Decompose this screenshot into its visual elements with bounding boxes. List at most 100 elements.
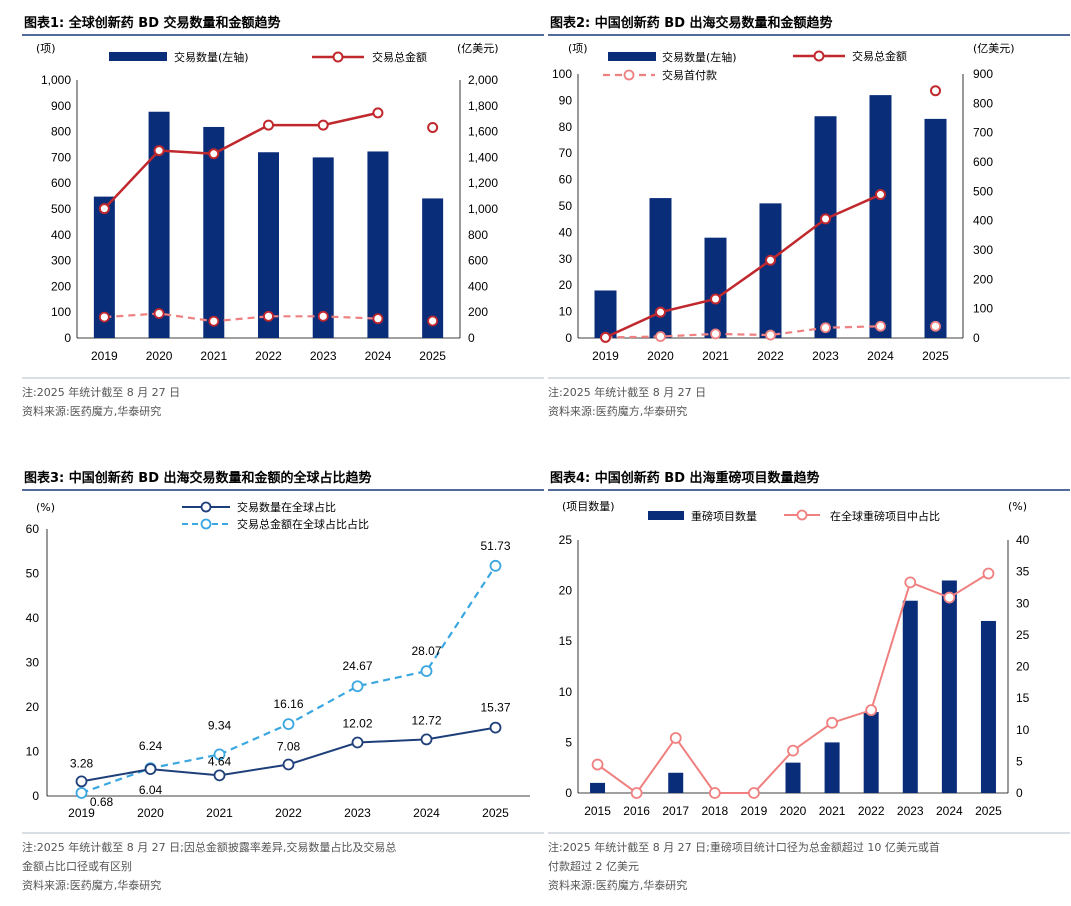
line-point [982, 567, 995, 580]
y-tick: 40 [26, 611, 40, 625]
y-tick-right: 0 [1016, 786, 1023, 800]
line-point [600, 331, 611, 343]
dashed-point [263, 310, 274, 322]
legend-bar-swatch [109, 52, 167, 61]
line-point [943, 591, 956, 604]
series-count-share-point [420, 733, 433, 746]
y-tick-right: 400 [468, 279, 488, 293]
y-tick-right: 800 [468, 228, 488, 242]
y-tick-left: 30 [559, 252, 573, 266]
bar [594, 290, 617, 338]
bar [312, 157, 334, 338]
x-tick: 2019 [741, 804, 768, 818]
right-unit: (亿美元) [457, 42, 499, 55]
y-tick-right: 5 [1016, 754, 1023, 768]
y-tick-left: 80 [559, 120, 573, 134]
bar [814, 116, 837, 339]
x-tick: 2023 [897, 804, 924, 818]
chart-title: 图表2: 中国创新药 BD 出海交易数量和金额趋势 [550, 15, 833, 31]
legend-label: 交易总金额 [852, 49, 907, 63]
x-tick: 2025 [482, 806, 509, 820]
y-tick-left: 400 [51, 228, 71, 242]
dashed-point-2025 [930, 320, 941, 332]
x-tick: 2025 [975, 804, 1002, 818]
dashed-point [98, 311, 110, 323]
y-tick-left: 1,000 [41, 73, 71, 87]
right-unit: (%) [1008, 500, 1027, 513]
y-tick-left: 600 [51, 176, 71, 190]
line-point [748, 787, 760, 799]
left-unit: (%) [36, 501, 55, 514]
y-tick-left: 20 [559, 584, 573, 598]
x-tick: 2019 [68, 806, 95, 820]
y-tick-right: 15 [1016, 691, 1030, 705]
chart-panel-4: 图表4: 中国创新药 BD 出海重磅项目数量趋势 注:2025 年统计截至 8 月… [548, 463, 1071, 903]
x-tick: 2020 [137, 806, 164, 820]
bar [941, 580, 957, 793]
line-point [765, 254, 776, 266]
line-point [820, 213, 831, 225]
data-label: 15.37 [480, 701, 510, 715]
series-amount-share-point [420, 665, 433, 677]
x-tick: 2019 [91, 349, 118, 363]
legend-marker [332, 51, 344, 63]
series-count-share-line [81, 726, 496, 783]
legend-bar-swatch [648, 511, 684, 520]
data-label: 6.04 [139, 783, 163, 797]
y-tick: 50 [26, 567, 40, 581]
line-point [787, 744, 799, 757]
chart-panel-3: 图表3: 中国创新药 BD 出海交易数量和金额的全球占比趋势 注:2025 年统计… [22, 463, 547, 903]
note-text: 资料来源:医药魔方,华泰研究 [548, 878, 687, 892]
bar [203, 126, 225, 339]
y-tick-right: 200 [468, 305, 488, 319]
left-unit: (项) [568, 42, 588, 55]
bar [869, 95, 892, 339]
data-label: 16.16 [273, 697, 303, 711]
y-tick-left: 900 [51, 99, 71, 113]
x-tick: 2022 [858, 804, 885, 818]
y-tick-left: 90 [559, 93, 573, 107]
y-tick-right: 1,000 [468, 202, 498, 216]
left-unit: (项目数量) [562, 500, 615, 513]
data-label: 3.28 [70, 756, 94, 770]
legend-label: 交易总金额 [372, 50, 427, 64]
legend-label: 交易首付款 [662, 68, 717, 82]
x-tick: 2022 [255, 349, 282, 363]
y-tick: 30 [26, 656, 40, 670]
y-tick-left: 300 [51, 254, 71, 268]
legend-marker [200, 501, 212, 513]
y-tick-right: 1,800 [468, 99, 498, 113]
x-tick: 2022 [275, 806, 302, 820]
y-tick-right: 700 [973, 126, 993, 140]
line-point [153, 145, 165, 157]
dashed-point [820, 322, 831, 334]
x-tick: 2024 [413, 806, 440, 820]
y-tick-left: 40 [559, 225, 573, 239]
series-count-share-point [144, 763, 157, 776]
dashed-point [765, 329, 776, 341]
data-label: 6.24 [139, 739, 163, 753]
x-tick: 2023 [310, 349, 337, 363]
y-tick: 60 [26, 522, 40, 536]
line-point [655, 306, 666, 318]
y-tick-left: 50 [559, 199, 573, 213]
line-point [875, 189, 886, 201]
dashed-point [427, 315, 439, 327]
x-tick: 2024 [365, 349, 392, 363]
y-tick: 20 [26, 700, 40, 714]
y-tick-right: 800 [973, 96, 993, 110]
line-point [630, 787, 643, 799]
data-label: 51.73 [480, 539, 510, 553]
line-point [826, 716, 838, 729]
note-text: 注:2025 年统计截至 8 月 27 日 [548, 385, 706, 399]
line-point [708, 787, 721, 799]
note-text: 资料来源:医药魔方,华泰研究 [548, 404, 687, 418]
data-label: 0.68 [90, 795, 114, 809]
legend-label: 交易数量(左轴) [662, 50, 737, 64]
line-point [865, 704, 878, 717]
line-point [317, 119, 329, 131]
line-point-2025 [930, 85, 941, 97]
chart-panel-1: 图表1: 全球创新药 BD 交易数量和金额趋势 注:2025 年统计截至 8 月 … [22, 8, 547, 448]
legend-bar-swatch [608, 52, 656, 61]
